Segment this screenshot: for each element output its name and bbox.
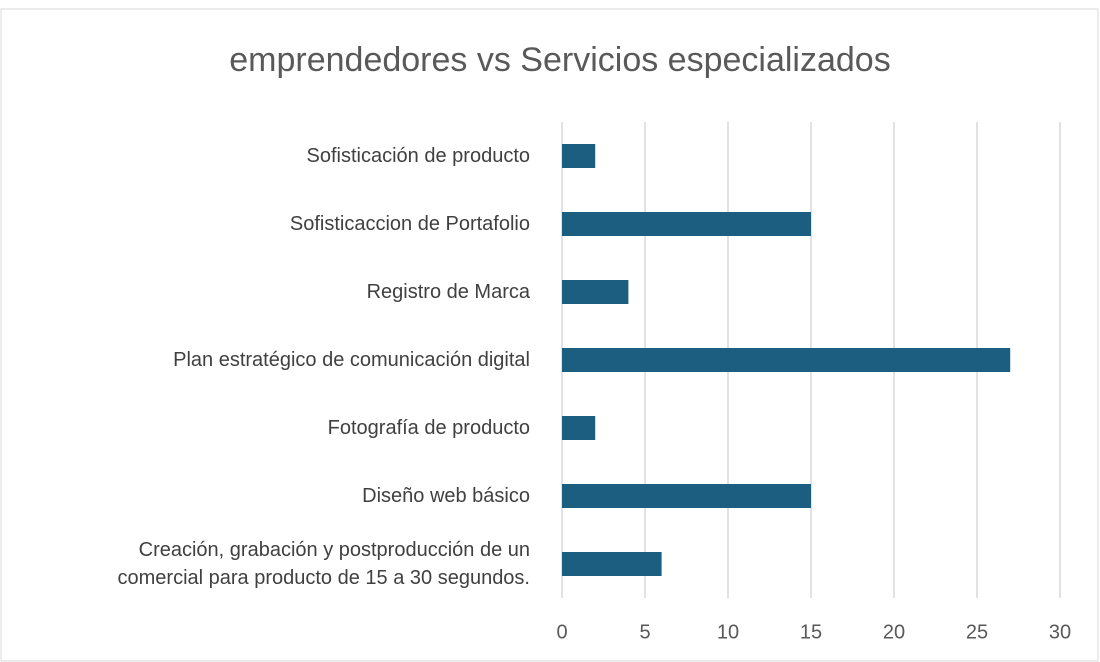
- x-tick-label: 25: [966, 621, 988, 643]
- category-label: Registro de Marca: [366, 281, 530, 303]
- bar: [562, 144, 596, 168]
- bar: [562, 212, 811, 236]
- category-label: Sofisticaccion de Portafolio: [289, 213, 530, 235]
- x-tick-label: 30: [1049, 621, 1071, 643]
- x-tick-label: 10: [717, 621, 739, 643]
- chart-border: [0, 8, 1099, 662]
- chart-title: emprendedores vs Servicios especializado…: [229, 41, 890, 79]
- bar: [562, 348, 1011, 372]
- x-tick-label: 20: [883, 621, 905, 643]
- bar: [562, 280, 629, 304]
- x-tick-label: 0: [556, 621, 567, 643]
- x-tick-label: 15: [800, 621, 822, 643]
- bar: [562, 484, 811, 508]
- category-label: Plan estratégico de comunicación digital: [173, 349, 530, 371]
- category-label: Sofisticación de producto: [306, 145, 530, 167]
- category-label: Diseño web básico: [362, 485, 530, 507]
- bar: [562, 416, 596, 440]
- bar: [562, 552, 662, 576]
- category-label: Creación, grabación y postproducción de …: [117, 539, 531, 589]
- x-tick-label: 5: [639, 621, 650, 643]
- category-label: Fotografía de producto: [327, 417, 530, 439]
